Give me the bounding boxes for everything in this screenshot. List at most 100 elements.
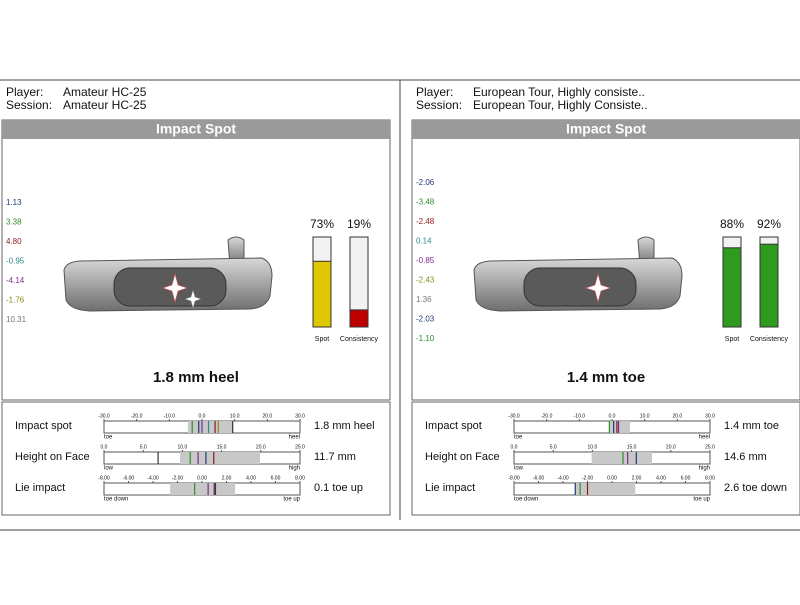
bar-name: Consistency xyxy=(340,336,379,343)
side-value: -2.48 xyxy=(416,217,435,226)
scale-tick-label: -4.00 xyxy=(147,475,159,481)
scale-tick-label: -6.00 xyxy=(533,475,545,481)
scale-tick-label: 25.0 xyxy=(295,444,305,450)
scale-end-label: low xyxy=(514,466,524,472)
scale-tick-label: 10.0 xyxy=(588,444,598,450)
scale-end-label: low xyxy=(104,466,114,472)
metric-value: 0.1 toe up xyxy=(314,482,363,494)
scale-tick-label: -30.0 xyxy=(508,413,520,419)
scale-tick-label: -30.0 xyxy=(98,413,110,419)
side-value: 0.14 xyxy=(416,237,432,246)
metric-value: 14.6 mm xyxy=(724,451,767,463)
session-value: Amateur HC-25 xyxy=(63,98,147,112)
metric-value: 11.7 mm xyxy=(314,451,356,463)
bar-value-label: 19% xyxy=(347,217,371,231)
scale-band xyxy=(610,421,630,433)
scale-band xyxy=(170,483,236,495)
side-value: -3.48 xyxy=(416,198,435,207)
scale-end-label: heel xyxy=(289,435,300,441)
scale-tick-label: 15.0 xyxy=(627,444,637,450)
scale-tick-label: 4.00 xyxy=(656,475,666,481)
scale-tick-label: 20.0 xyxy=(666,444,676,450)
player-value: European Tour, Highly consiste.. xyxy=(473,85,645,99)
panel: Player: Amateur HC-25 Session: Amateur HC-2… xyxy=(1,85,391,516)
scale-band xyxy=(187,421,233,433)
impact-star xyxy=(162,272,188,304)
scale-tick-label: 0.0 xyxy=(199,413,206,419)
metric-value: 1.4 mm toe xyxy=(724,420,779,432)
bar-name: Spot xyxy=(315,336,329,343)
scale-tick-label: 8.00 xyxy=(295,475,305,481)
session-value: European Tour, Highly Consiste.. xyxy=(473,98,648,112)
scale-tick-label: -8.00 xyxy=(508,475,520,481)
scale-tick-label: 0.00 xyxy=(607,475,617,481)
scale-end-label: toe xyxy=(104,435,113,441)
scale-tick-label: 0.0 xyxy=(511,444,518,450)
metric-label: Impact spot xyxy=(425,420,482,432)
section-header xyxy=(2,120,390,139)
metric-label: Lie impact xyxy=(425,482,475,494)
session-label: Session: xyxy=(6,98,52,112)
scale-end-label: toe up xyxy=(693,497,710,503)
metrics-box xyxy=(1,401,391,516)
metric-label: Lie impact xyxy=(15,482,65,494)
impact-star xyxy=(585,272,611,304)
scale-end-label: toe down xyxy=(104,497,128,503)
session-label: Session: xyxy=(416,98,462,112)
section-title: Impact Spot xyxy=(156,121,236,137)
player-label: Player: xyxy=(416,85,453,99)
scale-end-label: high xyxy=(289,466,300,472)
scale-band xyxy=(591,452,652,464)
scale-tick-label: 6.00 xyxy=(681,475,691,481)
scale-tick-label: -10.0 xyxy=(574,413,586,419)
side-value: 4.80 xyxy=(6,237,22,246)
metric-value: 1.8 mm heel xyxy=(314,420,375,432)
bar xyxy=(312,260,332,328)
scale-tick-label: -2.00 xyxy=(582,475,594,481)
metric-value: 2.6 toe down xyxy=(724,482,787,494)
side-value: -4.14 xyxy=(6,276,25,285)
scale-tick-label: 4.00 xyxy=(246,475,256,481)
putter-face xyxy=(523,267,637,307)
scale-band xyxy=(575,483,636,495)
bar xyxy=(759,243,779,328)
scale-tick-label: 5.0 xyxy=(550,444,557,450)
scale-tick-label: 10.0 xyxy=(178,444,188,450)
player-value: Amateur HC-25 xyxy=(63,85,147,99)
scale-tick-label: -20.0 xyxy=(131,413,143,419)
bar-name: Consistency xyxy=(750,336,789,343)
scale-tick-label: 15.0 xyxy=(217,444,227,450)
scale-tick-label: -8.00 xyxy=(98,475,110,481)
scale-tick-label: 0.0 xyxy=(101,444,108,450)
impact-star xyxy=(184,289,202,309)
side-value: -2.06 xyxy=(416,178,435,187)
putter-image xyxy=(63,236,273,312)
side-value: -2.03 xyxy=(416,315,435,324)
bar xyxy=(722,247,742,328)
scale-end-label: heel xyxy=(699,435,710,441)
side-value: -1.76 xyxy=(6,296,25,305)
panel: Player: European Tour, Highly consiste.. S… xyxy=(411,85,800,516)
scale-tick-label: 20.0 xyxy=(672,413,682,419)
scale-tick-label: -4.00 xyxy=(557,475,569,481)
section-title: Impact Spot xyxy=(566,121,646,137)
metric-label: Height on Face xyxy=(15,451,90,463)
bar-value-label: 73% xyxy=(310,217,334,231)
scale-tick-label: 2.00 xyxy=(632,475,642,481)
scale-tick-label: 6.00 xyxy=(271,475,281,481)
bar-name: Spot xyxy=(725,336,739,343)
metric-label: Impact spot xyxy=(15,420,72,432)
scale-tick-label: -10.0 xyxy=(164,413,176,419)
side-value: -2.43 xyxy=(416,276,435,285)
scale-tick-label: 30.0 xyxy=(295,413,305,419)
scale-end-label: toe up xyxy=(283,497,300,503)
section-header xyxy=(412,120,800,139)
player-label: Player: xyxy=(6,85,43,99)
scale-tick-label: -2.00 xyxy=(172,475,184,481)
scale-end-label: high xyxy=(699,466,710,472)
scale-tick-label: 30.0 xyxy=(705,413,715,419)
side-value: 1.36 xyxy=(416,295,432,304)
